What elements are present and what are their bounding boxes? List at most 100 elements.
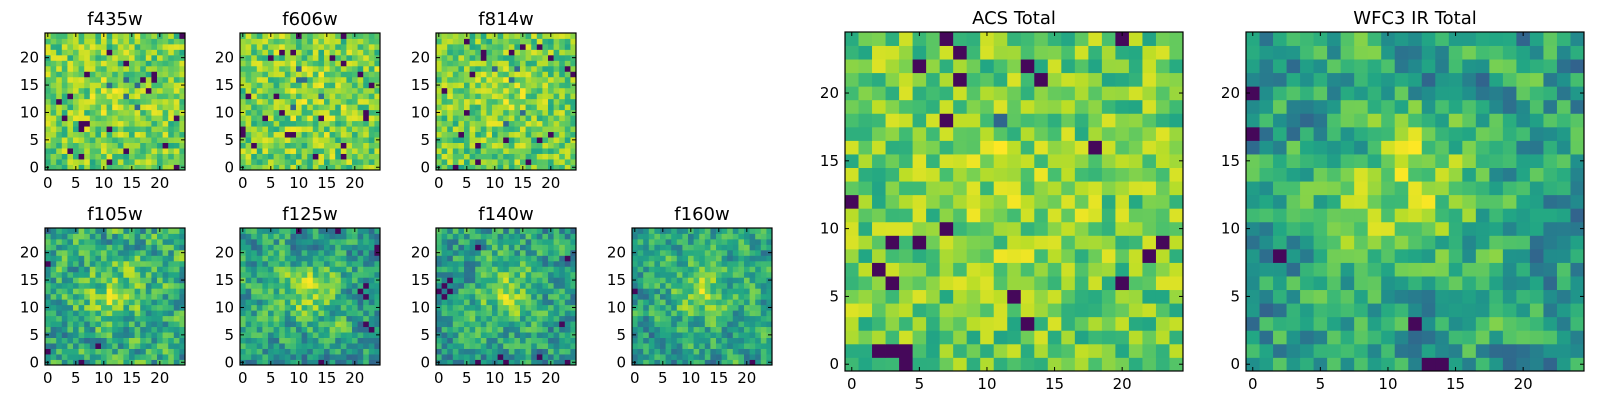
heatmap-cell [1115,262,1130,277]
heatmap-cell [157,332,163,338]
heatmap-cell [475,282,482,289]
heatmap-cell [101,255,107,262]
heatmap-cell [50,260,57,267]
heatmap-cell [559,38,566,45]
heatmap-cell [346,260,353,267]
heatmap-cell [643,288,650,295]
heatmap-cell [67,348,74,355]
heatmap-cell [352,348,358,355]
heatmap-cell [441,49,448,56]
heatmap-cell [671,238,678,245]
heatmap-cell [89,315,96,322]
heatmap-cell [885,248,900,263]
heatmap-cell [262,164,269,171]
heatmap-cell [262,49,269,56]
heatmap-cell [688,348,694,355]
heatmap-cell [50,60,57,67]
heatmap-cell [368,348,375,355]
heatmap-cell [447,65,454,72]
heatmap-cell [525,293,532,300]
heatmap-cell [732,299,739,306]
y-tick-label: 15 [411,271,430,289]
heatmap-cell [179,76,186,83]
heatmap-cell [290,109,297,116]
heatmap-cell [329,142,336,149]
heatmap-cell [173,337,180,344]
heatmap-cell [134,38,141,45]
heatmap-cell [140,299,147,306]
heatmap-cell [480,277,487,284]
heatmap-cell [284,315,291,322]
heatmap-cell [106,87,113,94]
heatmap-cell [497,104,504,111]
heatmap-cell [531,321,538,328]
heatmap-cell [157,82,163,89]
heatmap-cell [129,326,135,333]
heatmap-cell [899,357,913,372]
heatmap-cell [520,142,526,149]
heatmap-cell [436,299,442,306]
heatmap-cell [56,49,63,56]
heatmap-cell [559,249,566,256]
heatmap-cell [660,332,666,338]
heatmap-cell [157,233,163,240]
heatmap-cell [45,337,51,344]
heatmap-cell [307,271,314,278]
heatmap-cell [357,288,364,295]
heatmap-cell [548,310,554,317]
heatmap-cell [312,354,319,360]
heatmap-cell [503,299,510,306]
heatmap-cell [279,43,286,50]
heatmap-cell [307,164,314,171]
heatmap-cell [368,315,375,322]
heatmap-cell [436,310,442,317]
heatmap-cell [760,271,767,278]
heatmap-cell [531,120,538,127]
heatmap-cell [570,255,577,262]
heatmap-cell [475,131,482,138]
heatmap-cell [352,153,358,160]
heatmap-cell [357,33,364,39]
heatmap-cell [536,337,543,344]
heatmap-cell [643,348,650,355]
heatmap-cell [296,293,302,300]
heatmap-cell [1128,276,1143,291]
heatmap-cell [766,337,773,344]
heatmap-cell [699,255,706,262]
heatmap-cell [134,104,141,111]
heatmap-cell [1074,208,1089,223]
heatmap-cell [56,65,63,72]
heatmap-cell [536,249,543,256]
heatmap-cell [716,304,722,311]
heatmap-cell [966,343,981,358]
heatmap-cell [480,348,487,355]
heatmap-cell [45,238,51,245]
heatmap-cell [503,131,510,138]
heatmap-cell [899,330,913,345]
heatmap-cell [268,343,274,349]
heatmap-cell [45,71,51,78]
heatmap-cell [290,337,297,344]
heatmap-cell [296,76,302,83]
heatmap-cell [262,43,269,50]
heatmap-cell [536,321,543,328]
heatmap-cell [980,330,995,345]
heatmap-cell [61,228,68,234]
heatmap-cell [738,266,745,273]
heatmap-cell [710,233,717,240]
heatmap-cell [56,332,63,338]
heatmap-cell [536,348,543,355]
heatmap-cell [1155,303,1170,318]
heatmap-cell [117,228,124,234]
heatmap-cell [84,82,91,89]
heatmap-cell [262,142,269,149]
heatmap-cell [464,126,470,133]
heatmap-cell [117,348,124,355]
heatmap-cell [95,126,102,133]
heatmap-cell [858,235,873,250]
heatmap-cell [318,109,325,116]
heatmap-cell [514,109,521,116]
heatmap-cell [1142,276,1157,291]
heatmap-cell [1128,181,1143,196]
heatmap-cell [480,43,487,50]
